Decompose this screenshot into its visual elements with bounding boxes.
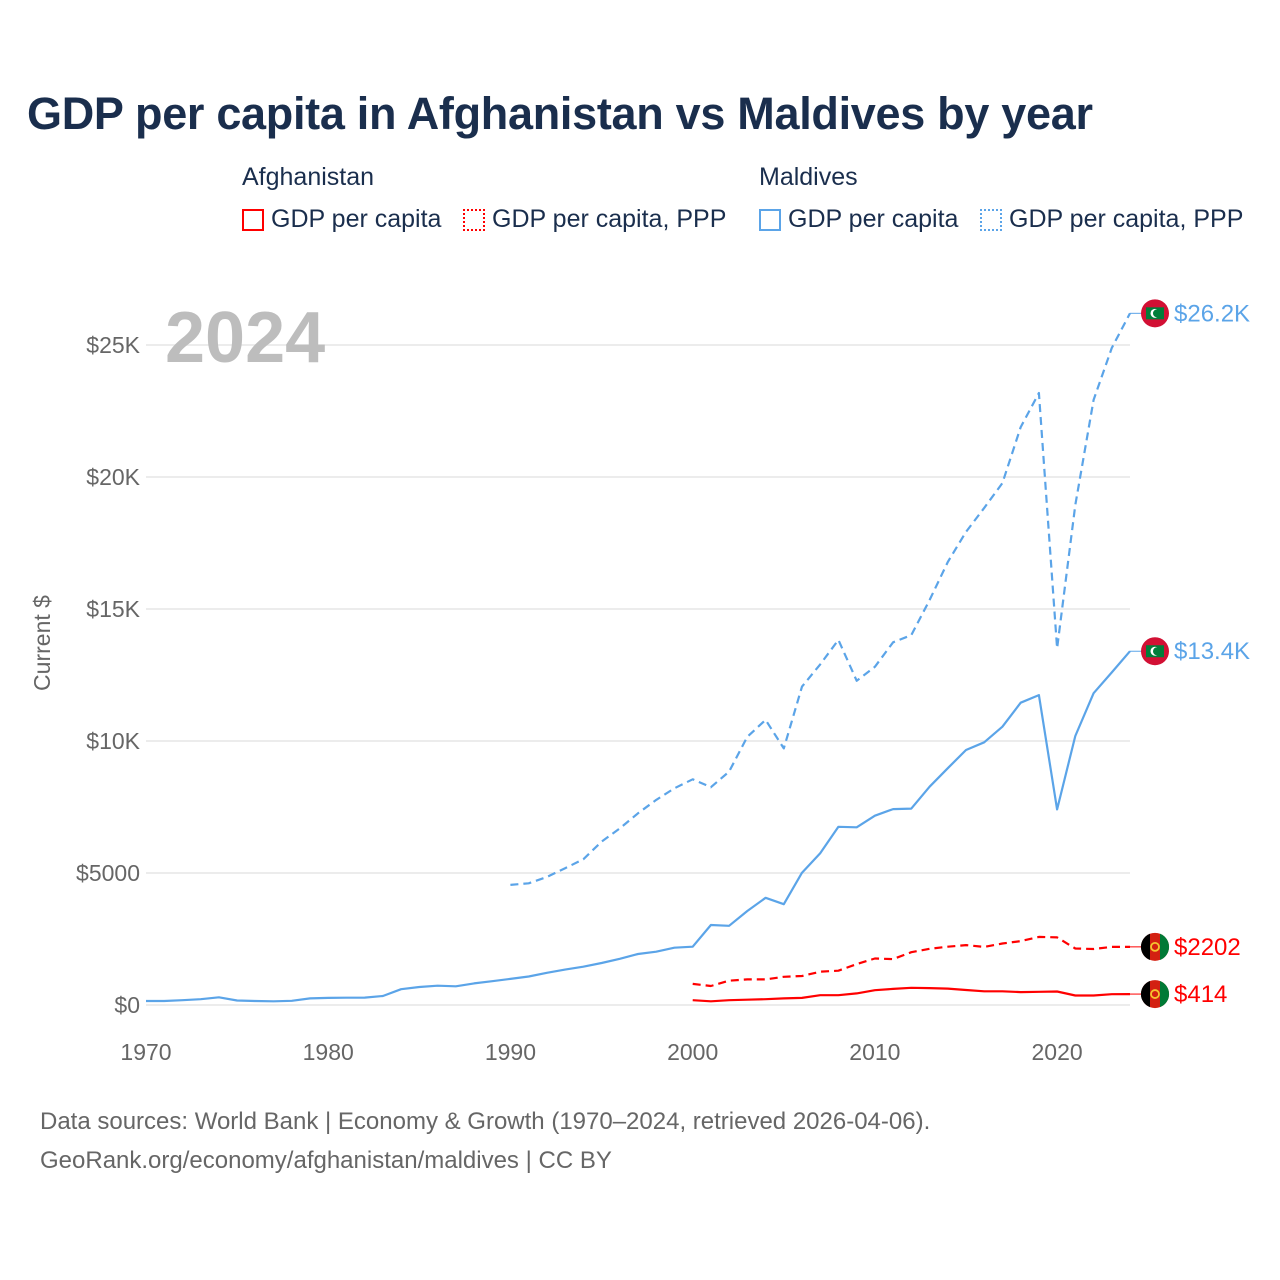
year-watermark: 2024	[165, 298, 325, 378]
y-axis-label: Current $	[29, 595, 55, 691]
y-tick-label: $10K	[86, 728, 140, 754]
x-tick-label: 2020	[1032, 1039, 1083, 1065]
legend-swatch	[980, 208, 1002, 231]
legend-item-maldives-ppp[interactable]: GDP per capita, PPP	[980, 205, 1243, 234]
afghanistan-flag-black	[1140, 933, 1150, 960]
legend-swatch	[463, 208, 485, 231]
footer-link[interactable]: GeoRank.org/economy/afghanistan/maldives…	[40, 1147, 612, 1174]
y-tick-label: $5000	[76, 860, 140, 886]
afghanistan-flag-emblem	[1150, 989, 1160, 999]
legend-item-maldives-gdp[interactable]: GDP per capita	[759, 205, 958, 234]
afghanistan-flag-emblem	[1150, 941, 1160, 952]
end-value-label: $414	[1174, 981, 1227, 1008]
series-line-afghanistan-gdp-per-capita-ppp	[692, 935, 1130, 988]
x-tick-label: 1970	[120, 1039, 171, 1065]
end-value-label: $2202	[1174, 934, 1241, 961]
maldives-flag-crescent-cut	[1153, 647, 1161, 656]
y-tick-label: $0	[114, 992, 140, 1018]
afghanistan-flag-green	[1160, 980, 1170, 1008]
x-tick-label: 2010	[849, 1039, 900, 1065]
legend-item-afghanistan-ppp[interactable]: GDP per capita, PPP	[463, 205, 726, 234]
legend-label: GDP per capita	[271, 205, 442, 233]
end-value-label: $26.2K	[1174, 300, 1250, 327]
legend-label: GDP per capita, PPP	[492, 205, 727, 233]
legend-label: GDP per capita, PPP	[1009, 205, 1244, 233]
y-tick-label: $20K	[86, 464, 140, 490]
series-line-maldives-gdp-per-capita	[146, 650, 1131, 1003]
afghanistan-flag-green	[1160, 933, 1170, 960]
end-value-label: $13.4K	[1174, 638, 1250, 665]
y-tick-label: $15K	[86, 596, 140, 622]
legend-swatch	[242, 208, 264, 231]
chart-title: GDP per capita in Afghanistan vs Maldive…	[27, 88, 1093, 139]
y-tick-label: $25K	[86, 332, 140, 358]
series-line-maldives-gdp-per-capita-ppp	[510, 312, 1131, 886]
maldives-flag-crescent-cut	[1153, 309, 1161, 318]
x-tick-label: 1980	[303, 1039, 354, 1065]
afghanistan-flag-black	[1140, 980, 1150, 1008]
x-tick-label: 1990	[485, 1039, 536, 1065]
legend-group-afghanistan: Afghanistan	[242, 163, 375, 191]
legend-label: GDP per capita	[788, 205, 959, 233]
legend-swatch	[759, 208, 781, 231]
legend-group-maldives: Maldives	[759, 163, 858, 191]
x-tick-label: 2000	[667, 1039, 718, 1065]
footer-sources: Data sources: World Bank | Economy & Gro…	[40, 1108, 931, 1135]
series-line-afghanistan-gdp-per-capita	[692, 986, 1131, 1003]
legend-item-afghanistan-gdp[interactable]: GDP per capita	[242, 205, 441, 234]
